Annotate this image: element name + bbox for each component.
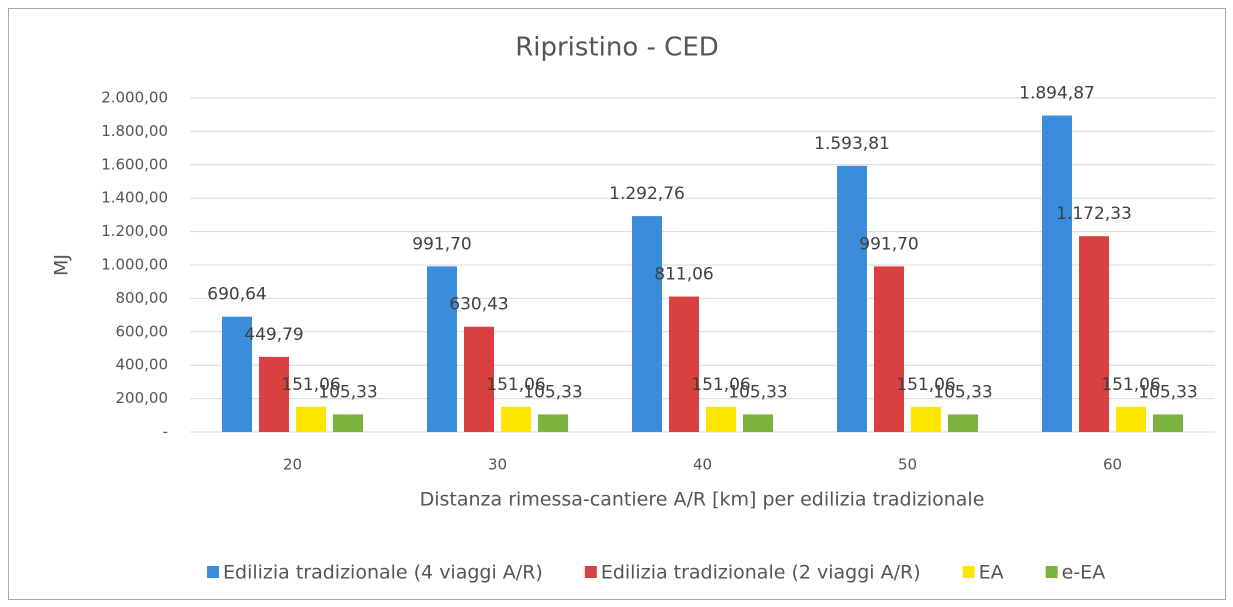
bar	[874, 266, 904, 432]
value-label: 151,06	[896, 375, 955, 395]
bar	[501, 406, 531, 432]
value-label: 105,33	[933, 382, 992, 402]
value-label: 105,33	[318, 382, 377, 402]
value-label: 811,06	[654, 265, 713, 285]
chart-frame	[8, 8, 1226, 600]
legend-label: e-EA	[1062, 562, 1106, 584]
y-tick-label: 1.400,00	[101, 189, 168, 207]
bar	[669, 296, 699, 432]
value-label: 105,33	[728, 382, 787, 402]
bar	[464, 326, 494, 432]
bar	[427, 266, 457, 432]
y-tick-label: 600,00	[116, 322, 169, 340]
y-tick-label: 400,00	[116, 356, 169, 374]
bar	[333, 414, 363, 432]
bar	[632, 216, 662, 432]
y-tick-label: 200,00	[116, 389, 169, 407]
bar	[1116, 406, 1146, 432]
value-label: 1.172,33	[1056, 204, 1132, 224]
legend-swatch	[207, 566, 219, 578]
bar	[538, 414, 568, 432]
value-label: 991,70	[412, 234, 471, 254]
bar	[911, 406, 941, 432]
legend-swatch	[584, 566, 597, 578]
bar	[259, 356, 289, 432]
y-tick-label: 1.000,00	[101, 256, 168, 274]
legend-label: Edilizia tradizionale (4 viaggi A/R)	[223, 562, 543, 584]
bar	[948, 414, 978, 432]
value-label: 151,06	[486, 375, 545, 395]
value-label: 991,70	[859, 234, 918, 254]
y-axis-title: MJ	[51, 254, 73, 276]
value-label: 151,06	[691, 375, 750, 395]
bar	[837, 165, 867, 432]
chart-title: Ripristino - CED	[515, 33, 719, 63]
y-tick-label: 1.200,00	[101, 222, 168, 240]
value-label: 105,33	[523, 382, 582, 402]
bar	[706, 406, 736, 432]
legend-swatch	[962, 566, 975, 578]
y-tick-label: 1.800,00	[101, 122, 168, 140]
y-tick-label: 800,00	[116, 289, 169, 307]
x-tick-label: 30	[488, 456, 507, 474]
legend-swatch	[1045, 566, 1058, 578]
x-axis-title: Distanza rimessa-cantiere A/R [km] per e…	[420, 489, 985, 511]
value-label: 630,43	[449, 295, 508, 315]
value-label: 1.593,81	[814, 134, 890, 154]
bar	[1042, 115, 1072, 433]
x-tick-label: 40	[693, 456, 712, 474]
bar	[1079, 236, 1109, 432]
x-tick-label: 60	[1103, 456, 1122, 474]
bar	[743, 414, 773, 432]
value-label: 151,06	[1101, 375, 1160, 395]
x-tick-label: 20	[283, 456, 302, 474]
y-tick-label: 2.000,00	[101, 89, 168, 107]
value-label: 105,33	[1138, 382, 1197, 402]
bar	[1153, 414, 1183, 432]
bar	[296, 406, 326, 432]
value-label: 1.894,87	[1019, 84, 1095, 104]
x-tick-label: 50	[898, 456, 917, 474]
value-label: 449,79	[244, 325, 303, 345]
bar	[222, 316, 252, 432]
value-label: 151,06	[281, 375, 340, 395]
y-tick-label: -	[163, 423, 168, 441]
y-tick-label: 1.600,00	[101, 155, 168, 173]
legend-label: EA	[979, 562, 1004, 584]
value-label: 690,64	[207, 285, 266, 305]
legend-label: Edilizia tradizionale (2 viaggi A/R)	[601, 562, 921, 584]
value-label: 1.292,76	[609, 184, 685, 204]
